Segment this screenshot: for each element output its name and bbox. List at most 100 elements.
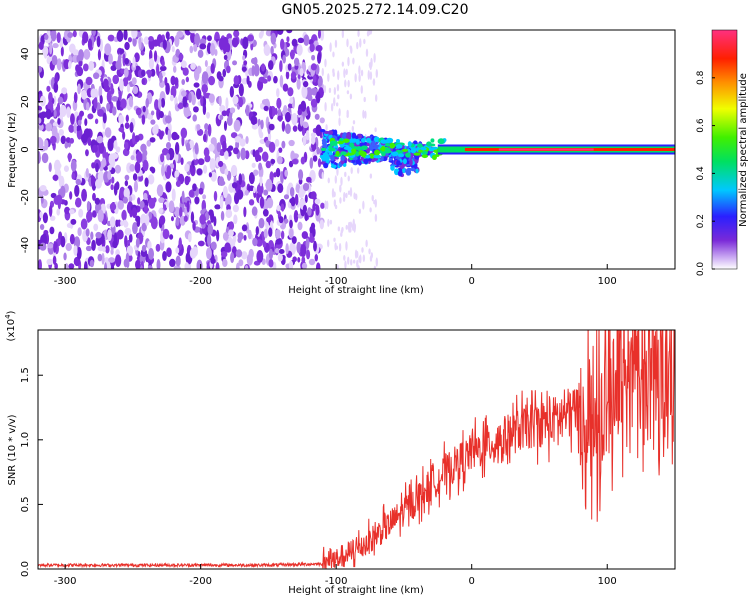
colorbar: 0.0 0.2 0.4 0.6 0.8 Normalized spectral ampl…	[696, 29, 749, 276]
spectrogram-cell	[49, 215, 56, 221]
spectrogram-cells	[38, 30, 675, 269]
spectrogram-cell	[301, 262, 308, 269]
colorbar-label: Normalized spectral amplitude	[738, 73, 749, 227]
spectrogram-cell	[61, 87, 68, 95]
spectrogram-cell	[231, 37, 239, 48]
spectrogram-cell	[361, 247, 364, 253]
spectrogram-cell	[149, 137, 156, 143]
spectrogram-cell	[190, 211, 195, 224]
spectrogram-cell	[108, 153, 116, 166]
spectrogram-cell	[144, 177, 149, 187]
spectrogram-cell	[299, 67, 304, 77]
spectrogram-cell	[326, 200, 329, 210]
spectrogram-cell	[362, 200, 365, 210]
spectrogram-cell	[366, 147, 370, 154]
spectrogram-cell	[174, 141, 180, 155]
spectrogram-cell	[38, 117, 42, 124]
spectrogram-cell	[225, 209, 233, 219]
spectrogram-cell	[102, 112, 107, 124]
spectrogram-cell	[153, 50, 158, 62]
spectrogram-cell	[216, 142, 222, 153]
spectrogram-cell	[302, 136, 307, 146]
spectrogram-cell	[90, 88, 97, 99]
spectrogram-cell	[95, 231, 102, 239]
spectrogram-cell	[208, 172, 213, 178]
spectrogram-cell	[194, 196, 200, 205]
spectrogram-cell	[52, 42, 59, 49]
spectrogram-cell	[165, 142, 172, 149]
spectrogram-cell	[53, 109, 57, 118]
spectrogram-cell	[337, 226, 341, 232]
spectrogram-cell	[68, 124, 75, 133]
spectrogram-cell	[259, 196, 265, 209]
spectrogram-cell	[56, 32, 61, 44]
spectrogram-cell	[274, 229, 281, 239]
spectrogram-cell	[186, 200, 190, 213]
spectrogram-cell	[312, 155, 318, 162]
spectrogram-cell	[284, 218, 289, 224]
spectrogram-cell	[67, 152, 72, 163]
spectrogram-cell	[172, 159, 177, 173]
spectrogram-cell	[401, 148, 409, 152]
spectrogram-cell	[70, 113, 75, 125]
spectrogram-cell	[267, 131, 272, 142]
spectrogram-cell	[426, 141, 432, 147]
spectrogram-cell	[128, 95, 133, 108]
spectrogram-cell	[253, 169, 259, 176]
spectrogram-cell	[147, 174, 155, 185]
spectrogram-cell	[362, 254, 366, 263]
spectrogram-cell	[52, 255, 57, 266]
spectrogram-cell	[161, 59, 165, 68]
spectrogram-cell	[188, 92, 192, 104]
spectrogram-cell	[65, 137, 71, 143]
spectrogram-cell	[324, 130, 330, 135]
spectrogram-cell	[291, 158, 299, 165]
spectrogram-cell	[111, 95, 119, 102]
spectrogram-cell	[269, 171, 274, 183]
spectrogram-cell	[127, 37, 133, 43]
spectrogram-cell	[391, 151, 399, 157]
spectrogram-cell	[353, 223, 357, 231]
spectrogram-cell	[112, 74, 120, 85]
spectrogram-cell	[352, 259, 356, 264]
spectrogram-cell	[276, 97, 282, 109]
spectrogram-cell	[124, 41, 130, 51]
spectrogram-cell	[129, 163, 136, 172]
spectrogram-cell	[46, 258, 53, 266]
spectrogram-cell	[227, 145, 234, 151]
spectrogram-cell	[70, 159, 77, 172]
spectrogram-cell	[175, 180, 181, 188]
spectrogram-cell	[356, 146, 362, 152]
spectrogram-cell	[327, 239, 330, 248]
spectrogram-cell	[276, 204, 281, 212]
spectrogram-cell	[338, 108, 341, 117]
spectrogram-cell	[209, 158, 216, 171]
spectrogram-cell	[277, 253, 283, 262]
spectrogram-cell	[193, 106, 199, 113]
spectrogram-cell	[332, 51, 335, 58]
spectrogram-cell	[253, 56, 258, 66]
spectrogram-cell	[288, 139, 295, 147]
spectrogram-cell	[106, 90, 112, 103]
spectrogram-cell	[358, 65, 361, 76]
spectrogram-cell	[225, 65, 231, 74]
spectrogram-cell	[233, 30, 240, 38]
spectrogram-cell	[122, 219, 128, 227]
spectrogram-cell	[351, 222, 355, 231]
snr-x-tick-label: 100	[598, 576, 617, 587]
spectrogram-cell	[289, 97, 294, 104]
spectrogram-cell	[334, 175, 337, 184]
spectrogram-cell	[218, 95, 222, 107]
spectrogram-cell	[44, 33, 49, 40]
spectrogram-cell	[245, 136, 249, 145]
spectrogram-cell	[225, 97, 229, 110]
spectrogram-cell	[214, 204, 221, 210]
spectrogram-cell	[48, 162, 52, 173]
spectrogram-cell	[171, 188, 176, 202]
spectrogram-cell	[220, 210, 225, 221]
spectrogram-cell	[346, 38, 349, 48]
spectrogram-cell	[109, 202, 117, 211]
spectrogram-cell	[362, 109, 365, 119]
spectrogram-cell	[257, 79, 264, 91]
